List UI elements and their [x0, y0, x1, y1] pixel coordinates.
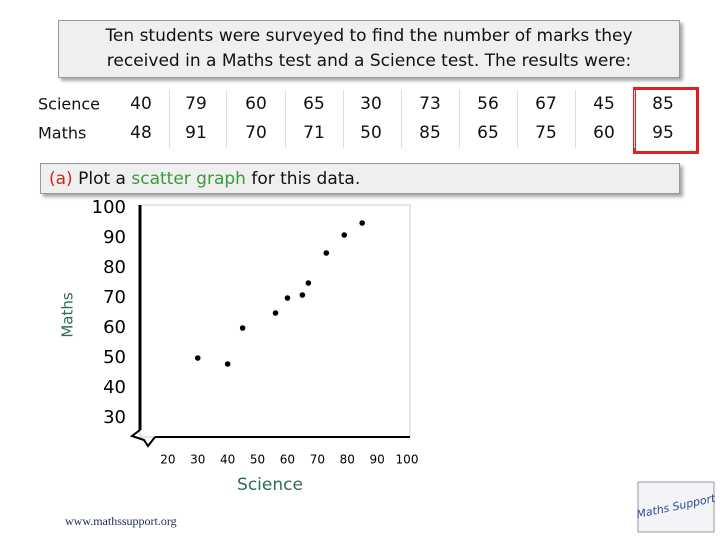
table-cell: 91	[185, 123, 207, 143]
table-cell: 50	[360, 123, 382, 143]
table-cell: 85	[419, 123, 441, 143]
intro-line: Ten students were surveyed to find the n…	[105, 26, 633, 46]
column-divider	[633, 90, 635, 148]
column-divider	[168, 90, 170, 148]
column-divider	[575, 90, 576, 148]
scatter-point	[299, 292, 306, 298]
plot-frame	[139, 204, 411, 438]
table-cell: 60	[245, 94, 267, 114]
table-cell: 65	[477, 123, 499, 143]
column-divider	[285, 90, 286, 148]
x-tick-label: 70	[310, 453, 325, 467]
table-cell: 79	[185, 94, 207, 114]
y-tick-label: 80	[103, 257, 126, 278]
table-cell: 48	[130, 123, 152, 143]
scatter-point	[341, 232, 348, 238]
scatter-point	[284, 295, 291, 301]
row-label: Science	[38, 94, 101, 114]
question-highlight: scatter graph	[131, 169, 246, 189]
x-tick-label: 90	[369, 453, 384, 467]
table-cell: 67	[535, 94, 557, 114]
column-divider	[459, 90, 460, 148]
question-text: Plot a	[78, 169, 132, 189]
intro-line: received in a Maths test and a Science t…	[106, 51, 632, 71]
y-tick-label: 70	[103, 287, 126, 308]
y-tick-label: 100	[92, 197, 126, 218]
question-box: (a) Plot a scatter graph for this data.	[40, 163, 680, 194]
scatter-point	[305, 280, 312, 286]
scatter-point	[323, 250, 330, 256]
table-cell: 75	[535, 123, 557, 143]
scatter-point	[239, 325, 246, 331]
table-cell: 65	[303, 94, 325, 114]
y-tick-label: 30	[103, 407, 126, 428]
table-cell: 56	[477, 94, 499, 114]
x-tick-label: 60	[280, 453, 295, 467]
column-divider	[517, 90, 518, 148]
column-divider	[342, 90, 344, 148]
scatter-point	[194, 355, 201, 361]
table-cell: 85	[652, 94, 674, 114]
scatter-point	[359, 220, 365, 226]
highlight-box	[633, 87, 699, 154]
x-tick-label: 20	[160, 453, 175, 467]
y-tick-label: 50	[103, 347, 126, 368]
table-cell: 60	[593, 123, 615, 143]
x-tick-label: 50	[250, 453, 265, 467]
intro-box: Ten students were surveyed to find the n…	[58, 20, 680, 78]
table-cell: 95	[652, 123, 674, 143]
column-divider	[400, 90, 402, 148]
x-tick-label: 80	[340, 453, 355, 467]
column-divider	[226, 90, 227, 148]
y-tick-label: 90	[103, 227, 126, 248]
x-tick-label: 100	[396, 453, 419, 467]
table-cell: 30	[360, 94, 382, 114]
y-tick-label: 40	[103, 377, 126, 398]
table-cell: 73	[419, 94, 441, 114]
x-tick-label: 40	[220, 453, 235, 467]
axis-break	[129, 429, 156, 448]
scatter-point	[224, 361, 231, 367]
table-cell: 71	[303, 123, 325, 143]
scatter-point	[272, 310, 279, 316]
row-label: Maths	[38, 123, 87, 143]
table-cell: 45	[593, 94, 615, 114]
table-cell: 40	[130, 94, 152, 114]
x-axis-label: Science	[237, 475, 303, 495]
question-label: (a)	[49, 169, 73, 189]
table-cell: 70	[245, 123, 267, 143]
x-tick-label: 30	[190, 453, 205, 467]
logo	[637, 481, 715, 533]
y-tick-label: 60	[103, 317, 126, 338]
y-axis-label: Maths	[59, 292, 77, 338]
question-text: for this data.	[245, 169, 361, 189]
footer-url: www.mathssupport.org	[65, 514, 177, 528]
